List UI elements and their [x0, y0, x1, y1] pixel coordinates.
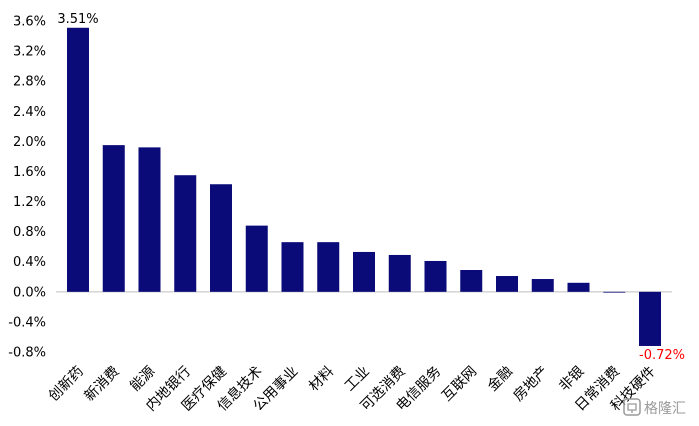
bars-group — [67, 27, 661, 346]
y-tick-label: 2.8% — [13, 75, 46, 90]
bar — [388, 254, 411, 292]
y-tick-label: 3.2% — [13, 45, 46, 60]
bar — [460, 270, 483, 292]
y-tick-label: 0.8% — [13, 225, 46, 240]
bar — [138, 147, 161, 292]
y-tick-label: 3.6% — [13, 15, 46, 30]
category-label: 能源 — [127, 364, 158, 395]
y-tick-label: 0.4% — [13, 255, 46, 270]
bar — [567, 282, 590, 292]
data-labels-group: 3.51% -0.72% — [57, 12, 685, 363]
watermark-text: 格隆汇 — [644, 401, 686, 417]
bar — [245, 225, 268, 292]
category-label: 新消费 — [82, 364, 123, 405]
category-label: 金融 — [485, 364, 516, 395]
bar — [496, 276, 518, 292]
data-label: -0.72% — [639, 348, 685, 363]
category-label: 创新药 — [46, 364, 87, 405]
bar — [424, 260, 447, 292]
bar — [210, 184, 232, 292]
bar — [353, 251, 375, 292]
category-label: 互联网 — [439, 364, 480, 405]
category-label: 材料 — [306, 364, 337, 395]
y-tick-label: 1.2% — [13, 195, 46, 210]
category-label: 非银 — [556, 364, 587, 395]
category-labels-group: 创新药新消费 能源内地银行医疗保健信息技术公用事业 材料 工业可选消费电信服务互联网金… — [46, 363, 659, 415]
y-axis-ticks: 3.6% 3.2% 2.8% 2.4% 2.0% 1.6% 1.2% 0.8% 0.4% 0.0%… — [8, 15, 46, 361]
bar — [639, 291, 661, 346]
bar — [67, 27, 89, 292]
bar — [603, 291, 626, 293]
bar — [102, 145, 125, 292]
category-label: 工业 — [342, 364, 373, 395]
bar — [531, 279, 554, 292]
bar — [174, 175, 197, 292]
watermark: 格隆汇 — [623, 398, 686, 417]
y-tick-label: 2.0% — [13, 135, 46, 150]
data-label: 3.51% — [57, 12, 98, 27]
y-tick-label: -0.8% — [8, 346, 46, 361]
y-tick-label: 2.4% — [13, 105, 46, 120]
y-tick-label: 0.0% — [13, 285, 46, 300]
bar — [281, 242, 304, 292]
category-label: 房地产 — [511, 364, 552, 405]
gelonghui-logo-icon — [623, 398, 641, 416]
y-tick-label: 1.6% — [13, 165, 46, 180]
y-tick-label: -0.4% — [8, 315, 46, 330]
bar — [317, 242, 340, 292]
